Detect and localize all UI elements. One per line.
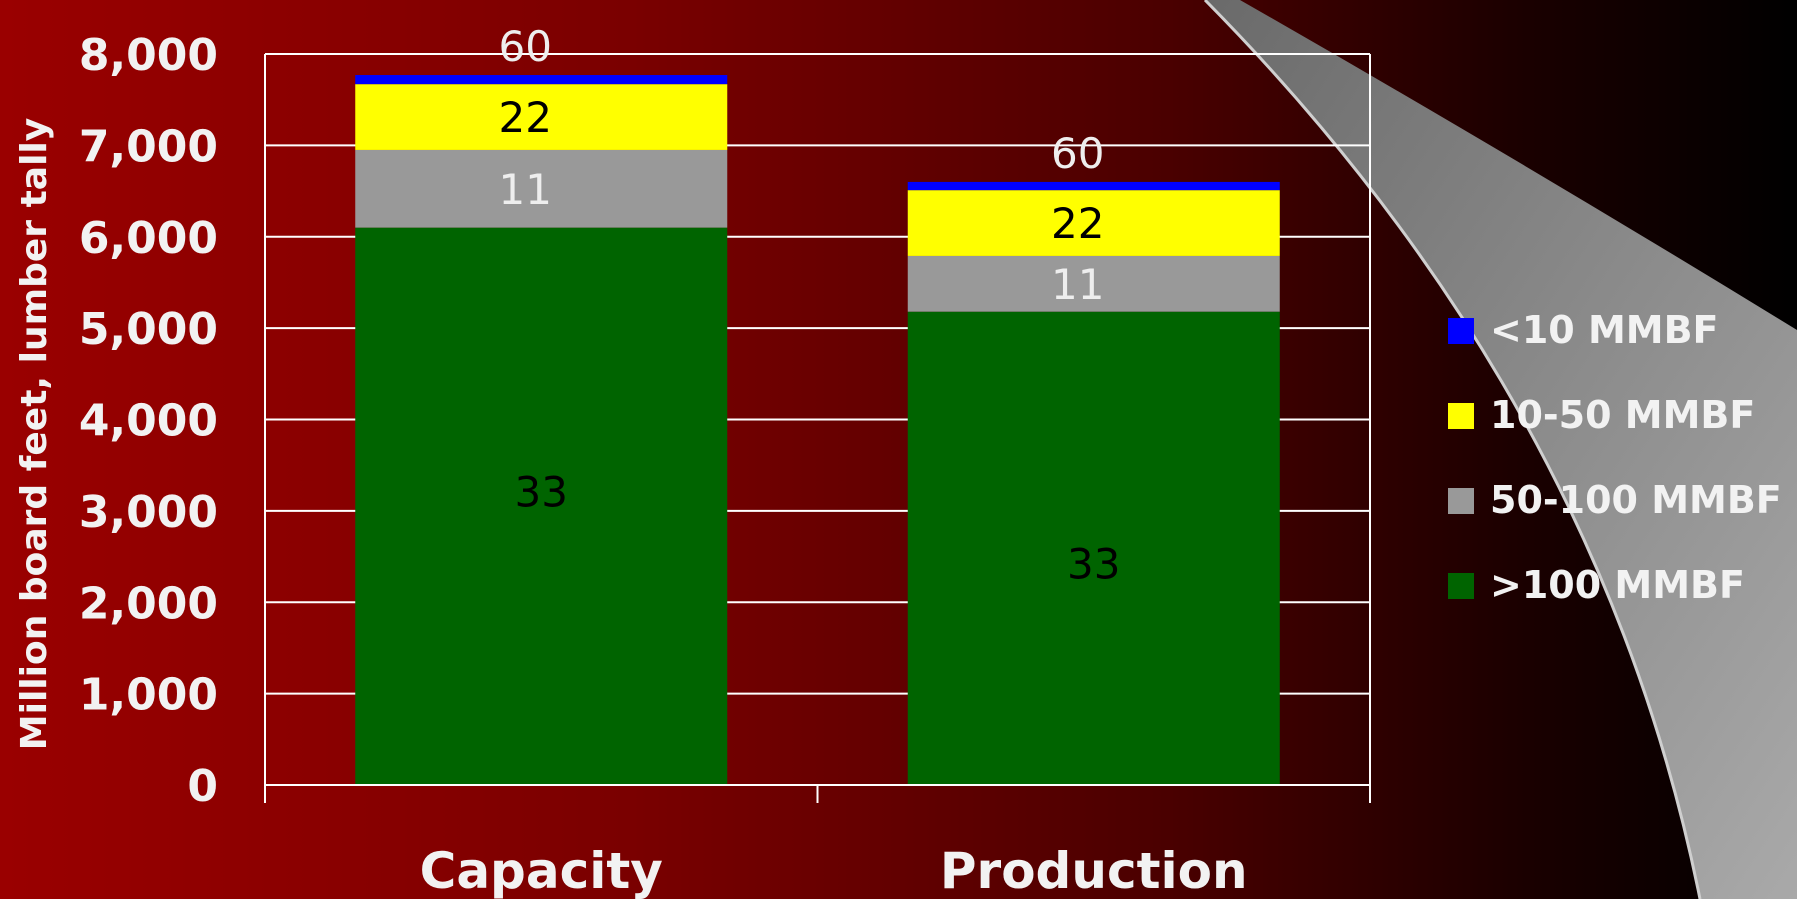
data-label: 11 xyxy=(1051,260,1104,309)
y-tick-label: 0 xyxy=(187,761,218,812)
data-label: 11 xyxy=(499,165,552,214)
legend-label: >100 MMBF xyxy=(1490,563,1745,607)
data-labels: 33 11 22 60 33 11 22 60 xyxy=(499,22,1121,588)
data-label: 22 xyxy=(499,93,552,142)
y-tick-label: 6,000 xyxy=(79,213,218,264)
axes: 0 1,000 2,000 3,000 4,000 5,000 6,000 7,000 8,00… xyxy=(79,30,1371,899)
legend-label: 50-100 MMBF xyxy=(1490,478,1782,522)
x-category-label: Capacity xyxy=(420,842,663,899)
legend-swatch xyxy=(1448,318,1474,344)
bars xyxy=(355,75,1280,786)
y-tick-label: 1,000 xyxy=(79,670,218,721)
legend-swatch xyxy=(1448,403,1474,429)
bar-segment xyxy=(355,149,728,228)
data-label: 60 xyxy=(499,22,552,71)
data-label: 33 xyxy=(515,467,568,516)
legend-label: 10-50 MMBF xyxy=(1490,393,1755,437)
decorative-swoosh-edge xyxy=(1203,0,1702,899)
legend-label: <10 MMBF xyxy=(1490,308,1719,352)
data-label: 33 xyxy=(1067,539,1120,588)
y-tick-label: 7,000 xyxy=(79,121,218,172)
bar-segment xyxy=(907,255,1280,312)
bar-segment xyxy=(907,190,1280,256)
y-tick-label: 2,000 xyxy=(79,578,218,629)
y-tick-label: 4,000 xyxy=(79,396,218,447)
x-category-label: Production xyxy=(940,842,1248,899)
data-label: 22 xyxy=(1051,199,1104,248)
y-tick-label: 5,000 xyxy=(79,304,218,355)
legend-swatch xyxy=(1448,573,1474,599)
y-tick-label: 8,000 xyxy=(79,30,218,81)
bar-segment xyxy=(355,84,728,150)
y-tick-label: 3,000 xyxy=(79,487,218,538)
bar-segment xyxy=(355,227,728,786)
data-label: 60 xyxy=(1051,129,1104,178)
y-axis-label: Million board feet, lumber tally xyxy=(14,118,55,750)
bar-segment xyxy=(907,311,1280,785)
decorative-swoosh xyxy=(1205,0,1797,899)
bar-segment xyxy=(907,181,1280,191)
legend: <10 MMBF 10-50 MMBF 50-100 MMBF >100 MMBF xyxy=(1448,308,1782,607)
legend-swatch xyxy=(1448,488,1474,514)
bar-segment xyxy=(355,75,728,85)
